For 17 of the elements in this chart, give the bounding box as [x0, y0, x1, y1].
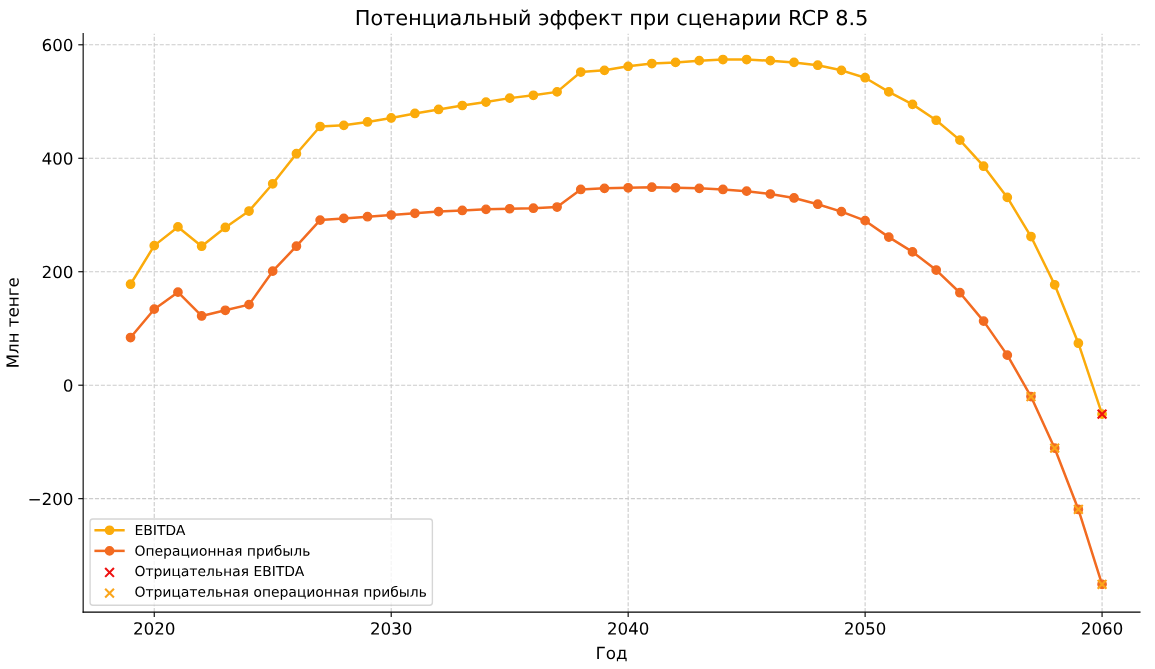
x-tick-label: 2050	[845, 622, 886, 635]
chart-title: Потенциальный эффект при сценарии RCP 8.5	[356, 9, 867, 30]
x-tick-label: 2060	[1082, 622, 1123, 635]
y-tick-label: 200	[42, 265, 73, 279]
legend-label: Операционная прибыль	[135, 544, 310, 559]
x-axis-title: Год	[597, 646, 627, 662]
y-axis-title: Млн тенге	[6, 278, 19, 367]
legend-label: EBITDA	[135, 524, 186, 536]
legend-label: Отрицательная EBITDA	[135, 565, 305, 580]
y-tick-label: 0	[63, 379, 73, 392]
x-tick-label: 2030	[371, 622, 412, 635]
x-tick-label: 2040	[608, 622, 649, 635]
x-tick-label: 2020	[134, 622, 175, 635]
y-tick-label: −200	[29, 492, 73, 506]
y-tick-label: 400	[42, 152, 73, 165]
legend-label: Отрицательная операционная прибыль	[135, 585, 427, 600]
y-tick-label: 600	[42, 38, 73, 52]
